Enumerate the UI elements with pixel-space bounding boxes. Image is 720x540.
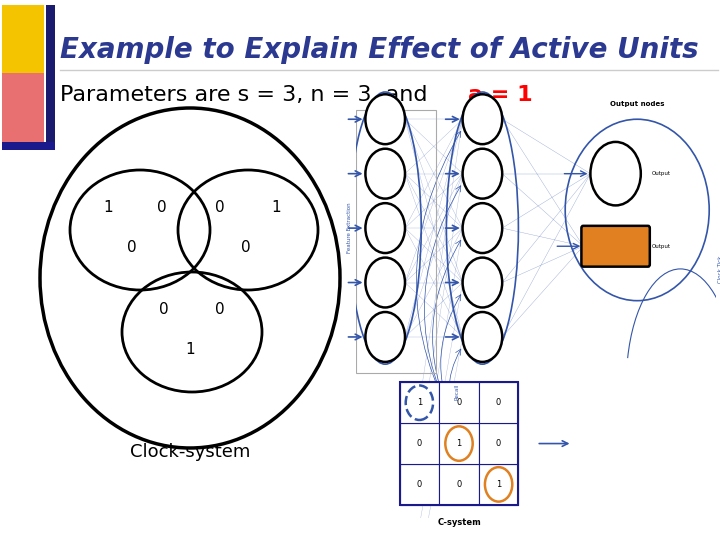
- Text: 0: 0: [157, 200, 167, 215]
- Bar: [2, 73, 44, 148]
- Text: Output: Output: [652, 244, 670, 249]
- Circle shape: [462, 148, 503, 199]
- Bar: [479, 423, 518, 464]
- Text: 1: 1: [103, 200, 113, 215]
- Text: Clock Tick: Clock Tick: [718, 255, 720, 282]
- Bar: [400, 464, 439, 505]
- Text: 0: 0: [241, 240, 251, 255]
- Text: 0: 0: [159, 302, 168, 318]
- Text: Parameters are s = 3, n = 3, and: Parameters are s = 3, n = 3, and: [60, 85, 435, 105]
- Text: 0: 0: [496, 439, 501, 448]
- Circle shape: [365, 148, 405, 199]
- Text: 0: 0: [215, 200, 225, 215]
- Text: 1: 1: [185, 342, 195, 357]
- Bar: [479, 382, 518, 423]
- Bar: [479, 464, 518, 505]
- Bar: [439, 423, 479, 464]
- Text: 0: 0: [456, 480, 462, 489]
- Text: Output: Output: [652, 171, 670, 176]
- Text: 0: 0: [417, 439, 422, 448]
- Text: 1: 1: [271, 200, 281, 215]
- Text: 1: 1: [417, 398, 422, 407]
- Circle shape: [365, 94, 405, 144]
- Circle shape: [590, 142, 641, 205]
- Bar: [46, 5, 55, 148]
- Circle shape: [462, 94, 503, 144]
- Circle shape: [462, 203, 503, 253]
- Bar: [400, 423, 439, 464]
- Bar: [439, 382, 479, 423]
- Text: a = 1: a = 1: [468, 85, 533, 105]
- Text: Recall: Recall: [455, 383, 459, 400]
- Text: C-system: C-system: [437, 518, 481, 528]
- Text: Example to Explain Effect of Active Units: Example to Explain Effect of Active Unit…: [60, 36, 698, 64]
- Text: 0: 0: [215, 302, 225, 318]
- Circle shape: [462, 312, 503, 362]
- Text: 0: 0: [127, 240, 137, 255]
- Text: 0: 0: [417, 480, 422, 489]
- Bar: [439, 464, 479, 505]
- Text: 1: 1: [496, 480, 501, 489]
- Circle shape: [365, 312, 405, 362]
- Text: Clock-system: Clock-system: [130, 443, 250, 461]
- Text: Feature Extraction: Feature Extraction: [347, 203, 351, 253]
- Bar: [2, 142, 55, 150]
- Text: 0: 0: [456, 398, 462, 407]
- Text: 1: 1: [456, 439, 462, 448]
- Text: 0: 0: [496, 398, 501, 407]
- Bar: [400, 382, 518, 505]
- Circle shape: [365, 203, 405, 253]
- Bar: [2, 5, 44, 80]
- Text: Output nodes: Output nodes: [610, 100, 665, 106]
- FancyBboxPatch shape: [582, 226, 649, 267]
- Circle shape: [365, 258, 405, 307]
- Bar: [356, 110, 436, 373]
- Bar: [400, 382, 439, 423]
- Circle shape: [462, 258, 503, 307]
